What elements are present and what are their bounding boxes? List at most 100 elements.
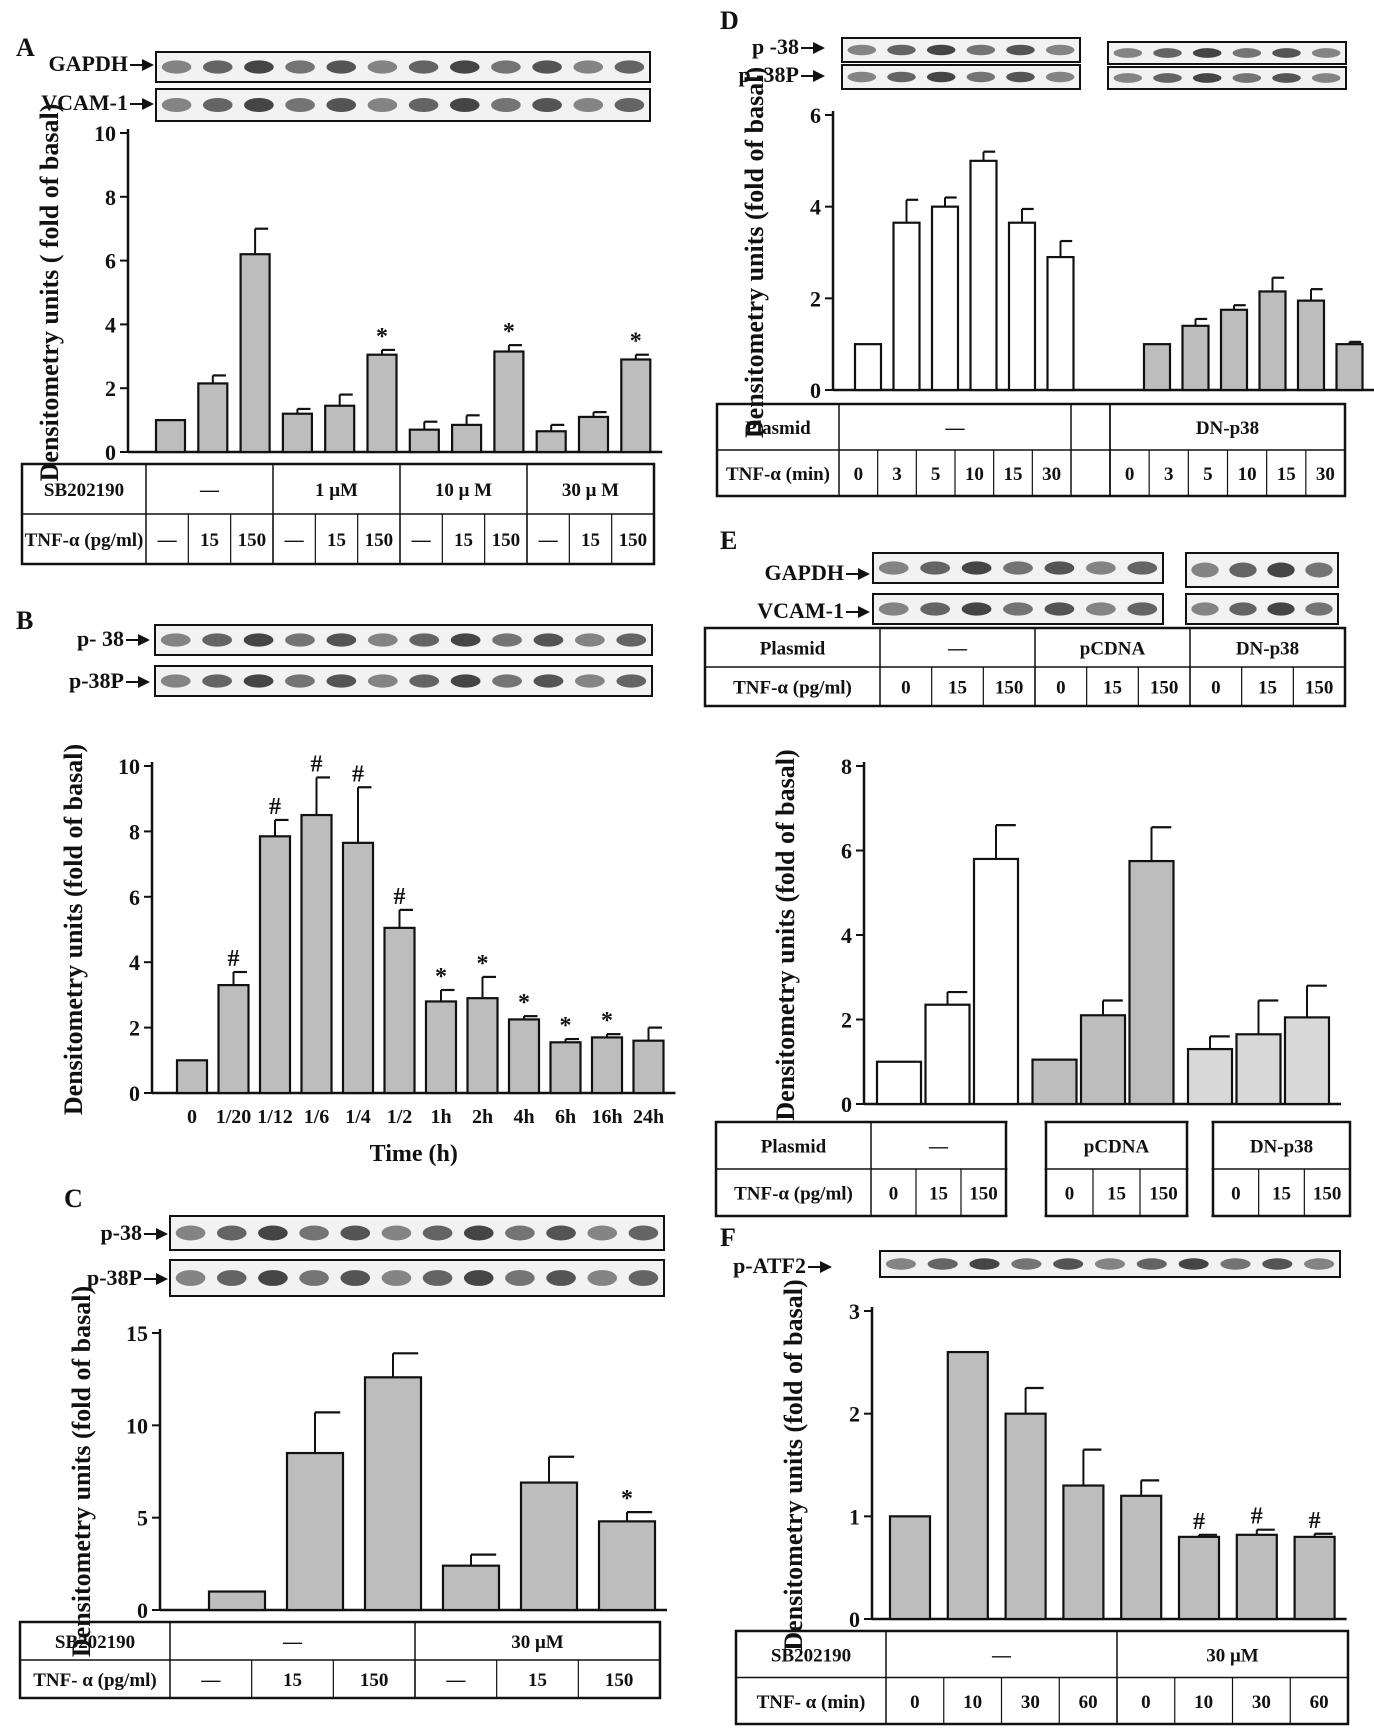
- blot-band: [492, 633, 522, 647]
- bar: [519, 1481, 579, 1612]
- blot-band: [463, 1225, 494, 1241]
- arrow-icon: [801, 70, 825, 82]
- panel-letter: E: [720, 526, 737, 555]
- x-tick-label: 1/4: [345, 1106, 371, 1128]
- arrow-icon: [144, 1273, 168, 1285]
- bar: [1142, 343, 1172, 392]
- blot-band: [1267, 562, 1295, 578]
- table-cell: —: [284, 530, 305, 551]
- blot-band: [161, 97, 192, 113]
- blot-band: [243, 633, 274, 647]
- bar: [207, 1590, 267, 1612]
- bar: [239, 253, 271, 454]
- blot-band: [878, 561, 909, 575]
- arrow-icon: [126, 634, 150, 646]
- blot-band: [299, 1225, 329, 1241]
- y-tick-label: 3: [849, 1299, 860, 1324]
- table-cell: DN-p38: [1196, 418, 1259, 439]
- table-cell: —: [157, 530, 178, 551]
- x-tick-label: 6h: [555, 1106, 576, 1128]
- table-cell: 0: [1065, 1184, 1075, 1205]
- blot-band: [422, 1270, 453, 1286]
- significance-mark: #: [1251, 1504, 1263, 1530]
- x-axis-label: Time (h): [370, 1141, 458, 1167]
- blot-label: VCAM-1: [41, 90, 128, 115]
- significance-mark: *: [621, 1486, 633, 1512]
- blot-band: [1003, 561, 1033, 575]
- blot-band: [961, 602, 992, 616]
- y-tick-label: 2: [105, 376, 116, 401]
- blot-band: [885, 1258, 916, 1270]
- bar: [892, 221, 921, 392]
- blot-band: [1094, 1258, 1126, 1270]
- y-tick-label: 1: [849, 1504, 860, 1529]
- bar: [1128, 859, 1175, 1106]
- blot-band: [243, 674, 274, 688]
- blot-band: [616, 674, 647, 688]
- x-tick-label: 0: [187, 1106, 197, 1128]
- blot-band: [408, 60, 439, 74]
- table-cell: 5: [1203, 464, 1213, 485]
- blot-band: [505, 1225, 535, 1241]
- bar: [424, 1000, 458, 1095]
- condition-table-a: SB202190 TNF-α (pg/ml) — 1 μM 10 μ M 30 μ M — 1…: [20, 462, 656, 566]
- blot-band: [1232, 48, 1262, 58]
- bar: [281, 412, 313, 454]
- blot-band: [160, 633, 191, 647]
- significance-mark: #: [352, 761, 364, 787]
- blot-band: [1127, 602, 1158, 616]
- bar: [1235, 1533, 1278, 1621]
- blot-band: [546, 1270, 576, 1286]
- y-axis-label: Densitometry units (fold of basal): [740, 67, 769, 438]
- table-cell: 15: [1258, 678, 1277, 699]
- panel-letter: A: [16, 33, 35, 62]
- bar: [1120, 1494, 1163, 1621]
- bar: [493, 350, 525, 454]
- blot-band: [878, 602, 909, 616]
- arrow-icon: [801, 42, 825, 54]
- blot-band: [326, 60, 357, 74]
- x-tick-label: 1/2: [387, 1106, 413, 1128]
- significance-mark: #: [228, 946, 240, 972]
- table-cell: 15: [1107, 1184, 1126, 1205]
- table-row-label: SB202190: [55, 1632, 135, 1653]
- table-cell: 15: [1103, 678, 1122, 699]
- blot-band: [1232, 73, 1262, 83]
- table-cell: 30 μM: [511, 1632, 564, 1653]
- chart-c: 0 5 10 15 Densitometry units (fold of basal)…: [67, 1286, 667, 1657]
- blot-band: [1011, 1258, 1042, 1270]
- chart-a: 0 2 4 6 8 10 Densitometry units ( fold of basa…: [35, 104, 663, 481]
- blot-label: p-ATF2: [733, 1253, 806, 1278]
- x-tick-label: 1/6: [304, 1106, 330, 1128]
- table-cell: 15: [1272, 1184, 1291, 1205]
- blot-band: [450, 633, 481, 647]
- blot-band: [409, 633, 440, 647]
- y-tick-label: 6: [105, 249, 116, 274]
- condition-table-c: SB202190 TNF- α (pg/ml) — 30 μM — 15 150 — 15 150: [18, 1620, 662, 1700]
- bar: [597, 1520, 657, 1612]
- blot-band: [408, 97, 439, 113]
- blot-band: [367, 674, 398, 688]
- y-tick-label: 2: [129, 1016, 140, 1041]
- blot-band: [1085, 561, 1116, 575]
- panel-letter: D: [720, 6, 739, 35]
- table-cell: —: [199, 480, 220, 501]
- table-cell: —: [445, 1670, 466, 1691]
- table-cell: —: [538, 530, 559, 551]
- blot-band: [1153, 73, 1182, 83]
- blot-label: p -38P: [739, 62, 800, 87]
- table-cell: pCDNA: [1080, 639, 1146, 660]
- bar: [217, 983, 250, 1095]
- table-cell: —: [200, 1670, 221, 1691]
- blot-band: [887, 71, 916, 83]
- blot-band: [614, 60, 645, 74]
- blot-label: p-38P: [69, 668, 124, 693]
- blot-band: [573, 97, 604, 113]
- y-tick-label: 2: [810, 286, 821, 311]
- table-cell: —: [411, 530, 432, 551]
- blot-band: [532, 60, 562, 74]
- table-cell: 15: [581, 530, 600, 551]
- table-cell: 10: [963, 1692, 982, 1713]
- x-tick-label: 1/20: [216, 1106, 252, 1128]
